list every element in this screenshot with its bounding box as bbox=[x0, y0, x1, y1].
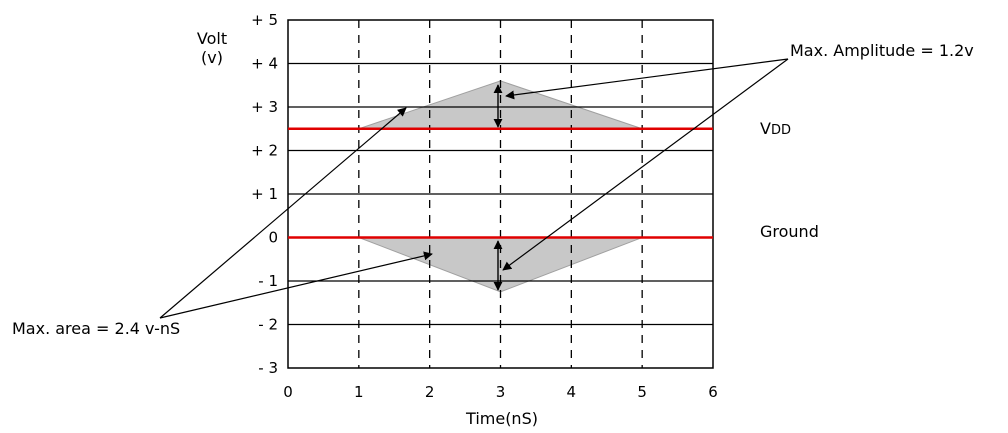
max-amplitude-annotation: Max. Amplitude = 1.2v bbox=[790, 41, 974, 60]
vdd-label-main: V bbox=[760, 119, 771, 138]
x-tick-labels: 0 1 2 3 4 5 6 bbox=[283, 383, 718, 401]
y-tick-label: + 3 bbox=[251, 98, 278, 116]
region-overshoot bbox=[358, 80, 643, 130]
vertical-dashed-gridlines bbox=[358, 20, 643, 368]
y-tick-labels: + 5 + 4 + 3 + 2 + 1 0 - 1 - 2 - 3 bbox=[251, 11, 278, 377]
x-axis-label: Time(nS) bbox=[465, 409, 538, 428]
y-axis-label-line1: Volt bbox=[197, 29, 227, 48]
y-tick-label: + 5 bbox=[251, 11, 278, 29]
max-area-annotation: Max. area = 2.4 v-nS bbox=[12, 319, 180, 338]
y-tick-label: 0 bbox=[268, 229, 278, 247]
x-tick-label: 0 bbox=[283, 383, 293, 401]
plot-frame bbox=[287, 19, 714, 369]
amplitude-callout-line-upper bbox=[505, 58, 789, 100]
vdd-label: VDD bbox=[760, 119, 791, 138]
y-tick-label: + 1 bbox=[251, 185, 278, 203]
amplitude-callout-line-lower bbox=[502, 58, 789, 271]
x-tick-label: 1 bbox=[354, 383, 364, 401]
x-tick-label: 5 bbox=[637, 383, 647, 401]
x-tick-label: 3 bbox=[496, 383, 506, 401]
x-tick-label: 6 bbox=[708, 383, 718, 401]
y-tick-label: - 3 bbox=[258, 359, 278, 377]
y-tick-label: - 1 bbox=[258, 272, 278, 290]
y-axis-label-line2: (v) bbox=[201, 48, 223, 67]
reference-lines bbox=[288, 127, 713, 239]
y-tick-label: + 2 bbox=[251, 142, 278, 160]
ground-label: Ground bbox=[760, 222, 819, 241]
y-tick-label: - 2 bbox=[258, 316, 278, 334]
vdd-label-subscript: DD bbox=[771, 123, 791, 138]
x-tick-label: 2 bbox=[425, 383, 435, 401]
area-callout-line-upper bbox=[159, 107, 407, 319]
callout-lines bbox=[159, 58, 789, 319]
area-callout-line-lower bbox=[159, 251, 433, 319]
x-tick-label: 4 bbox=[567, 383, 577, 401]
y-tick-label: + 4 bbox=[251, 55, 278, 73]
